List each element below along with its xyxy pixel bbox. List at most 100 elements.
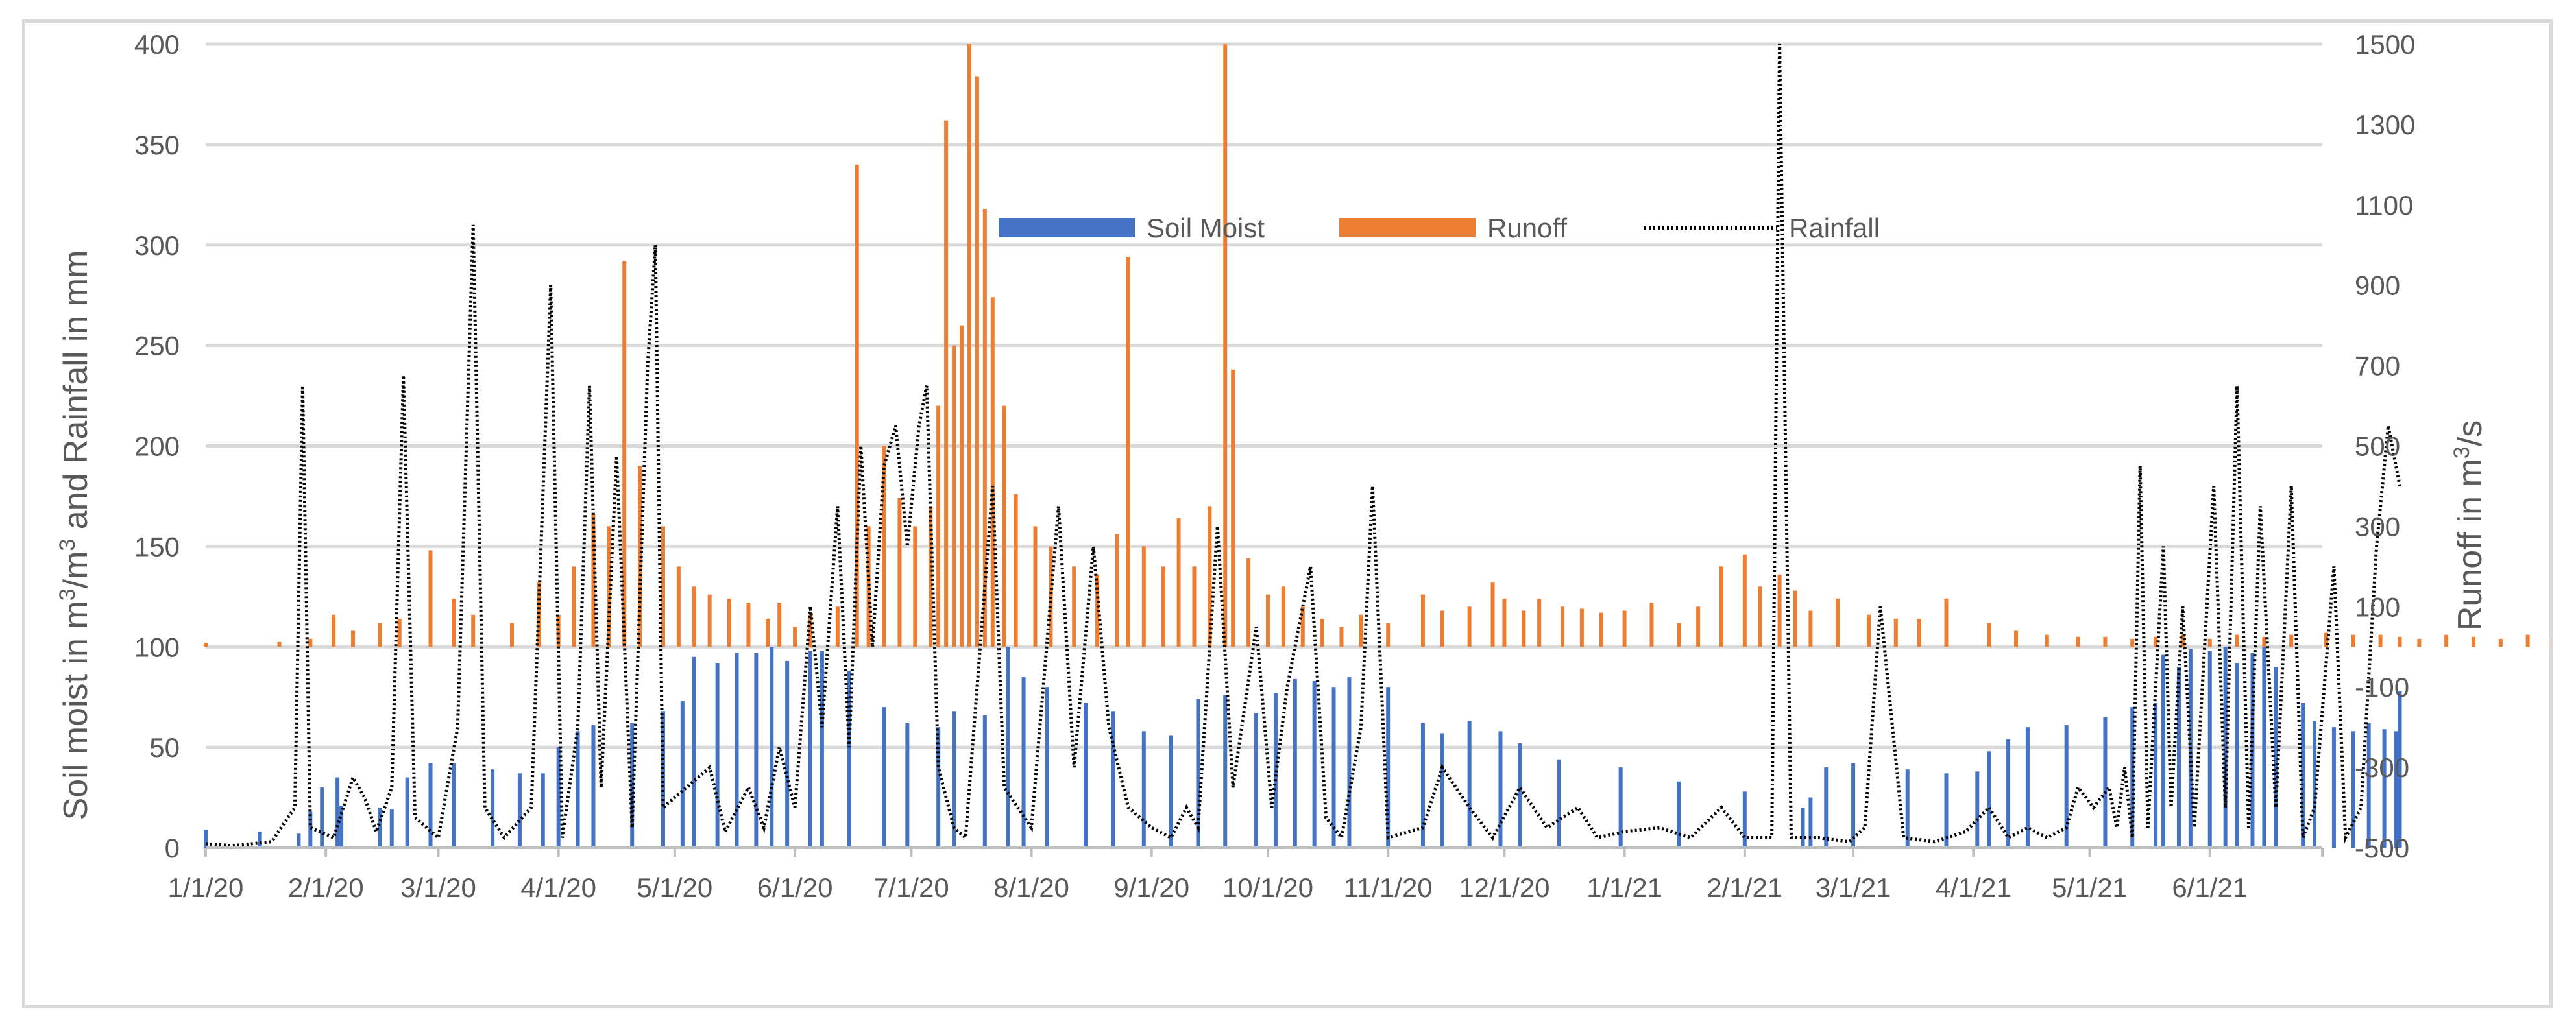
runoff-bar bbox=[556, 614, 561, 647]
rainfall-series-line bbox=[205, 43, 2401, 848]
soil-moist-bar bbox=[905, 723, 910, 848]
runoff-bar bbox=[1893, 618, 1898, 647]
y-right-tick-label: 100 bbox=[2355, 592, 2400, 622]
soil-moist-bar bbox=[1557, 759, 1561, 848]
soil-moist-bar bbox=[1975, 771, 1980, 848]
x-tick-label: 1/1/20 bbox=[168, 872, 244, 903]
soil-moist-bar bbox=[680, 701, 685, 848]
soil-moist-bar bbox=[2398, 691, 2402, 848]
runoff-bar bbox=[944, 120, 949, 647]
runoff-bar bbox=[1231, 369, 1235, 647]
runoff-bar bbox=[2472, 636, 2475, 647]
runoff-bar bbox=[2262, 636, 2266, 647]
x-tick-label: 9/1/20 bbox=[1113, 872, 1189, 903]
soil-moist-bar bbox=[1347, 677, 1352, 848]
x-tick-label: 5/1/20 bbox=[637, 872, 713, 903]
runoff-bar bbox=[1502, 598, 1507, 647]
runoff-bar bbox=[2351, 634, 2355, 647]
runoff-bar bbox=[1777, 574, 1782, 647]
soil-moist-bar bbox=[1331, 687, 1336, 848]
runoff-bar bbox=[1420, 594, 1425, 647]
soil-moist-bar bbox=[1824, 767, 1829, 848]
soil-moist-bars bbox=[204, 647, 2402, 848]
runoff-bar bbox=[1490, 582, 1495, 647]
soil-moist-bar bbox=[1141, 731, 1146, 848]
runoff-bar bbox=[746, 603, 751, 647]
runoff-bar bbox=[1223, 44, 1228, 647]
runoff-bar bbox=[2289, 634, 2294, 647]
y-right-tick-label: 700 bbox=[2355, 351, 2400, 381]
soil-moist-bar bbox=[389, 809, 394, 848]
x-tick-label: 3/1/21 bbox=[1816, 872, 1891, 903]
x-tick-label: 7/1/20 bbox=[873, 872, 949, 903]
soil-moist-bar bbox=[1987, 751, 1991, 848]
soil-moist-bar bbox=[258, 832, 262, 848]
y-right-tick-label: 500 bbox=[2355, 431, 2400, 462]
soil-moist-bar bbox=[2064, 725, 2069, 848]
runoff-bar bbox=[591, 514, 596, 647]
legend-swatch-soil-moist bbox=[999, 218, 1135, 237]
runoff-bar bbox=[1126, 257, 1130, 647]
runoff-bar bbox=[509, 623, 514, 647]
soil-moist-bar bbox=[785, 660, 790, 848]
runoff-bars bbox=[204, 44, 2549, 647]
runoff-bar bbox=[572, 566, 576, 647]
runoff-bar bbox=[766, 618, 770, 647]
soil-moist-bar bbox=[1420, 723, 1425, 848]
runoff-bar bbox=[1002, 405, 1006, 647]
runoff-bar bbox=[277, 641, 282, 647]
y-right-tick-label: 900 bbox=[2355, 270, 2400, 301]
runoff-bar bbox=[952, 345, 956, 647]
gridlines bbox=[206, 42, 2322, 749]
soil-moist-bar bbox=[1169, 735, 1173, 848]
soil-moist-bar bbox=[1254, 713, 1259, 848]
soil-moist-bar bbox=[1084, 702, 1088, 848]
y-right-axis-title: Runoff in m3/s bbox=[2449, 420, 2489, 630]
y-left-tick-label: 150 bbox=[134, 531, 180, 562]
runoff-bar bbox=[1987, 623, 1991, 647]
soil-moist-bar bbox=[576, 731, 580, 848]
runoff-bar bbox=[2398, 636, 2402, 647]
runoff-bar bbox=[204, 643, 208, 647]
x-tick-label: 10/1/20 bbox=[1222, 872, 1313, 903]
runoff-bar bbox=[897, 498, 902, 647]
chart-svg: 0 50 100 150 200 250 300 350 400 -500 -300 -100 100 3… bbox=[55, 29, 2549, 903]
runoff-bar bbox=[777, 603, 782, 647]
runoff-bar bbox=[929, 506, 933, 647]
runoff-bar bbox=[866, 526, 871, 647]
x-tick-label: 4/1/20 bbox=[520, 872, 596, 903]
runoff-bar bbox=[2180, 634, 2185, 647]
runoff-bar bbox=[707, 594, 712, 647]
soil-moist-bar bbox=[2130, 707, 2135, 848]
soil-moist-bar bbox=[1223, 695, 1228, 848]
legend-label-runoff: Runoff bbox=[1487, 213, 1567, 243]
runoff-bar bbox=[2207, 638, 2212, 647]
soil-moist-bar bbox=[491, 769, 495, 848]
soil-moist-bar bbox=[1386, 687, 1391, 848]
soil-moist-bar bbox=[335, 777, 340, 848]
y-right-tick-label: 1500 bbox=[2355, 29, 2415, 60]
soil-moist-bar bbox=[204, 830, 208, 848]
soil-moist-bar bbox=[2351, 731, 2355, 848]
soil-moist-bar bbox=[1944, 773, 1949, 848]
runoff-bar bbox=[2014, 630, 2019, 647]
soil-moist-bar bbox=[405, 777, 409, 848]
runoff-bar bbox=[793, 627, 797, 647]
soil-moist-bar bbox=[1021, 677, 1026, 848]
y-right-tick-label: -100 bbox=[2355, 672, 2409, 702]
runoff-bar bbox=[661, 526, 665, 647]
y-right-tick-label: -500 bbox=[2355, 833, 2409, 863]
axes: 0 50 100 150 200 250 300 350 400 -500 -300 -100 100 3… bbox=[134, 29, 2416, 903]
soil-moist-bar bbox=[661, 711, 665, 848]
soil-moist-bar bbox=[1440, 733, 1444, 848]
runoff-bar bbox=[332, 614, 336, 647]
soil-moist-bar bbox=[1006, 647, 1010, 848]
runoff-bar bbox=[835, 606, 840, 647]
y-left-tick-label: 50 bbox=[149, 732, 180, 763]
soil-moist-bar bbox=[2313, 721, 2317, 848]
runoff-bar bbox=[1537, 598, 1542, 647]
runoff-bar bbox=[1649, 603, 1654, 647]
y-left-tick-label: 0 bbox=[165, 833, 180, 863]
runoff-bar bbox=[676, 566, 681, 647]
legend-label-rainfall: Rainfall bbox=[1789, 213, 1880, 243]
